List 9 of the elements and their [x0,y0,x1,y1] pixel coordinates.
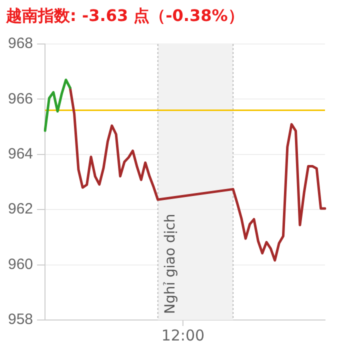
y-tick-label: 958 [8,311,34,328]
chart-title: 越南指数: -3.63 点（-0.38%） [6,6,244,27]
y-tick-label: 964 [8,146,34,163]
annotation: Nghỉ giao dịch [162,214,178,314]
y-tick-label: 968 [8,35,34,52]
text: 12:00 [161,326,205,344]
y-tick-label: 960 [8,256,34,273]
y-tick-label: 962 [8,200,34,218]
y-tick-label: 966 [8,90,34,108]
